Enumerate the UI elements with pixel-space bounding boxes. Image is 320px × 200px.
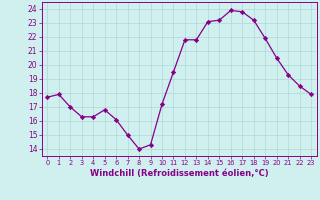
X-axis label: Windchill (Refroidissement éolien,°C): Windchill (Refroidissement éolien,°C) xyxy=(90,169,268,178)
